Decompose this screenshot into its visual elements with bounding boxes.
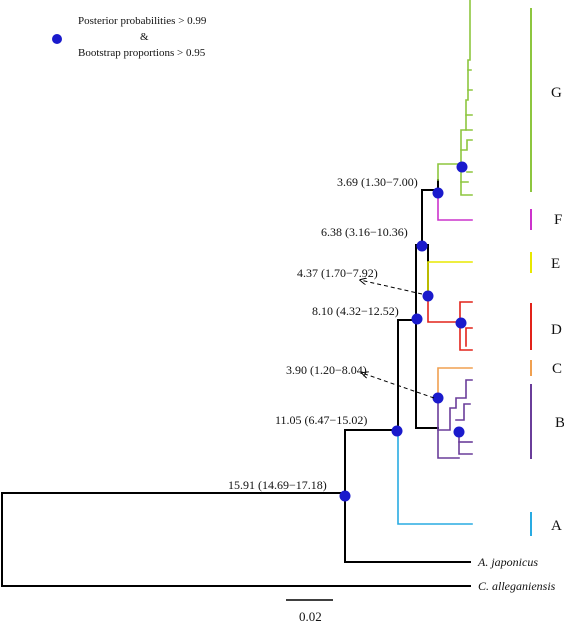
- taxon-c-alleganiensis: C. alleganiensis: [478, 579, 556, 593]
- scale-bar-label: 0.02: [299, 609, 322, 624]
- node-label-6-38: 6.38 (3.16−10.36): [321, 225, 408, 239]
- clade-g-branches: [437, 0, 473, 196]
- node-dot: [391, 425, 403, 437]
- node-label-root: 15.91 (14.69−17.18): [228, 478, 327, 492]
- clade-label-f: F: [554, 212, 562, 228]
- node-dot: [456, 161, 468, 173]
- clade-bars: G F E D C B A: [530, 8, 564, 536]
- node-dot: [416, 240, 428, 252]
- node-label-3-69: 3.69 (1.30−7.00): [337, 175, 418, 189]
- node-label-4-37: 4.37 (1.70−7.92): [297, 266, 378, 280]
- node-age-labels: 15.91 (14.69−17.18) 11.05 (6.47−15.02) 8…: [228, 175, 418, 492]
- clade-label-c: C: [552, 361, 562, 377]
- node-dot: [432, 392, 444, 404]
- node-dot: [411, 313, 423, 325]
- clade-label-a: A: [551, 518, 562, 534]
- clade-bc-branches: [437, 367, 473, 459]
- clade-label-d: D: [551, 322, 562, 338]
- node-dot: [339, 490, 351, 502]
- legend: Posterior probabilities > 0.99 & Bootstr…: [52, 15, 207, 59]
- scale-bar: 0.02: [286, 599, 333, 624]
- node-label-8-10: 8.10 (4.32−12.52): [312, 304, 399, 318]
- legend-dot-icon: [52, 34, 62, 44]
- arrow-to-node-b-c: [362, 373, 435, 399]
- taxon-a-japonicus: A. japonicus: [477, 555, 538, 569]
- pointer-arrows: [360, 280, 435, 399]
- node-dot: [432, 187, 444, 199]
- legend-line-3: Bootstrap proportions > 0.95: [78, 47, 206, 59]
- clade-de-branches: [427, 261, 473, 351]
- clade-f-branches: [437, 191, 473, 221]
- node-dot: [453, 426, 465, 438]
- arrow-to-node-e-d: [360, 280, 423, 295]
- node-label-3-90: 3.90 (1.20−8.04): [286, 363, 367, 377]
- legend-line-2: &: [140, 31, 149, 43]
- node-dot: [455, 317, 467, 329]
- node-dot: [422, 290, 434, 302]
- clade-label-b: B: [555, 415, 564, 431]
- clade-a-branches: [397, 429, 473, 525]
- support-nodes: [339, 161, 468, 502]
- clade-label-g: G: [551, 85, 562, 101]
- backbone-branches: [1, 179, 471, 587]
- legend-line-1: Posterior probabilities > 0.99: [78, 15, 207, 27]
- clade-label-e: E: [551, 256, 560, 272]
- node-label-11-05: 11.05 (6.47−15.02): [275, 413, 367, 427]
